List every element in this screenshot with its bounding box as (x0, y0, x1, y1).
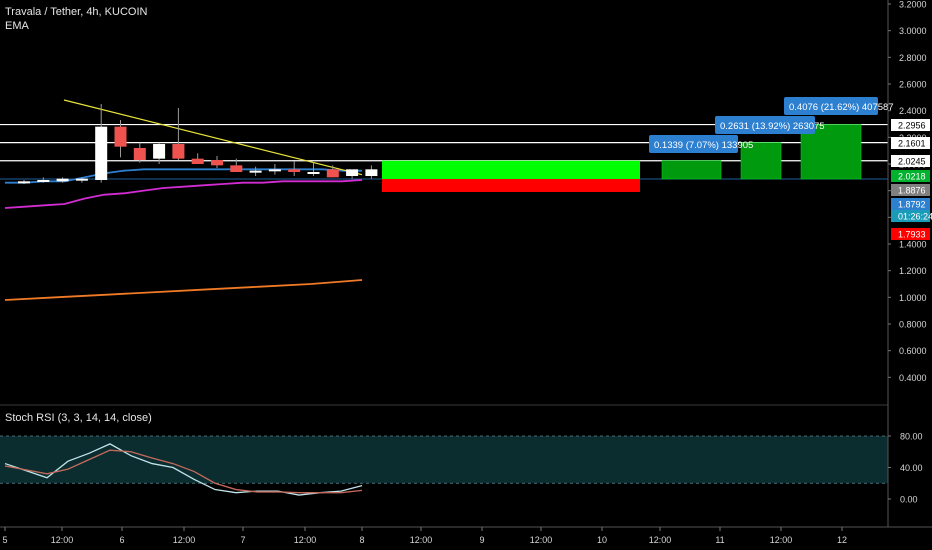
stoch-k-line (4, 443, 363, 496)
price-label-text: 1.8876 (898, 186, 926, 196)
price-label-text: 01:26:24 (898, 212, 932, 222)
price-tick-label: 0.4000 (899, 373, 927, 383)
candle-body (346, 169, 359, 176)
candle-body (307, 172, 320, 174)
stop-zone (382, 178, 640, 192)
price-label-box (891, 170, 930, 182)
price-tick-label: 0.8000 (899, 320, 927, 330)
price-tick-label: 1.4000 (899, 240, 927, 250)
time-tick-label: 8 (359, 535, 364, 545)
trendline (63, 99, 363, 176)
target-callout-label: 0.4076 (21.62%) 407587 (789, 102, 894, 113)
price-tick-label: 2.8000 (899, 53, 927, 63)
price-label-text: 2.1601 (898, 139, 926, 149)
ema-mid-line (4, 179, 363, 209)
price-label-box (891, 155, 930, 167)
time-tick-label: 12:00 (530, 535, 553, 545)
candle-body (95, 126, 108, 180)
stoch-tick-label: 0.00 (900, 495, 918, 505)
price-label-box (891, 210, 930, 222)
candle-body (230, 165, 243, 172)
candles (18, 104, 378, 184)
candle-body (114, 126, 127, 147)
candle-body (211, 160, 223, 166)
price-label-box (891, 119, 930, 131)
price-label-text: 1.7933 (898, 230, 926, 240)
candle-body (153, 144, 166, 159)
target-callout-box (715, 116, 815, 134)
position-zones (382, 124, 862, 192)
price-label-box (891, 228, 930, 240)
candle-body (268, 169, 281, 172)
stoch-rsi-label: Stoch RSI (3, 3, 14, 14, close) (5, 412, 152, 424)
candle-body (133, 148, 146, 160)
price-tick-label: 3.2000 (899, 0, 927, 10)
stoch-rsi-pane (0, 404, 888, 496)
price-tick-label: 2.4000 (899, 106, 927, 116)
price-label-box (891, 137, 930, 149)
stoch-tick-label: 80.00 (900, 432, 923, 442)
price-label-text: 2.0218 (898, 172, 926, 182)
time-tick-label: 7 (240, 535, 245, 545)
candle-body (18, 181, 30, 184)
time-tick-label: 12:00 (649, 535, 672, 545)
time-tick-label: 6 (119, 535, 124, 545)
chart-title: Travala / Tether, 4h, KUCOIN (5, 6, 148, 18)
candle-body (172, 144, 185, 159)
trendline-group (63, 99, 363, 176)
price-label-text: 2.0245 (898, 157, 926, 167)
time-tick-label: 5 (2, 535, 7, 545)
candle-body (56, 178, 69, 182)
time-tick-label: 9 (479, 535, 484, 545)
target-callout-box (649, 135, 738, 153)
stoch-d-line (4, 449, 363, 494)
time-tick-label: 12:00 (294, 535, 317, 545)
price-tick-label: 2.6000 (899, 80, 927, 90)
price-tick-label: 1.2000 (899, 266, 927, 276)
ema-slow-line (4, 279, 363, 301)
target-callout-box (784, 97, 878, 115)
time-tick-label: 10 (597, 535, 607, 545)
candle-body (191, 158, 204, 164)
target-box (740, 142, 782, 180)
target-callout-label: 0.2631 (13.92%) 263075 (720, 121, 825, 132)
indicator-label: EMA (5, 20, 29, 32)
time-tick-label: 11 (715, 535, 724, 545)
candle-body (75, 178, 88, 181)
time-tick-label: 12:00 (51, 535, 74, 545)
target-callout-label: 0.1339 (7.07%) 133905 (654, 140, 753, 151)
price-tick-label: 3.0000 (899, 26, 927, 36)
candle-body (249, 170, 262, 173)
time-tick-label: 12 (837, 535, 847, 545)
candle-body (326, 169, 339, 178)
price-label-box (891, 184, 930, 196)
candle-body (37, 180, 50, 182)
price-tick-label: 0.6000 (899, 346, 927, 356)
price-label-box (891, 198, 930, 210)
price-label-text: 2.2956 (898, 121, 926, 131)
candle-body (288, 169, 301, 172)
time-tick-label: 12:00 (173, 535, 196, 545)
target-callouts: 0.1339 (7.07%) 133905 0.2631 (13.92%) 263… (649, 97, 894, 153)
price-label-text: 1.8792 (898, 200, 926, 210)
stoch-tick-label: 40.00 (900, 463, 923, 473)
time-tick-label: 12:00 (410, 535, 433, 545)
stoch-band (0, 436, 888, 484)
target-box (661, 160, 722, 180)
target-zone (382, 160, 640, 179)
price-tick-label: 1.0000 (899, 293, 927, 303)
time-tick-label: 12:00 (770, 535, 793, 545)
candle-body (365, 169, 378, 176)
